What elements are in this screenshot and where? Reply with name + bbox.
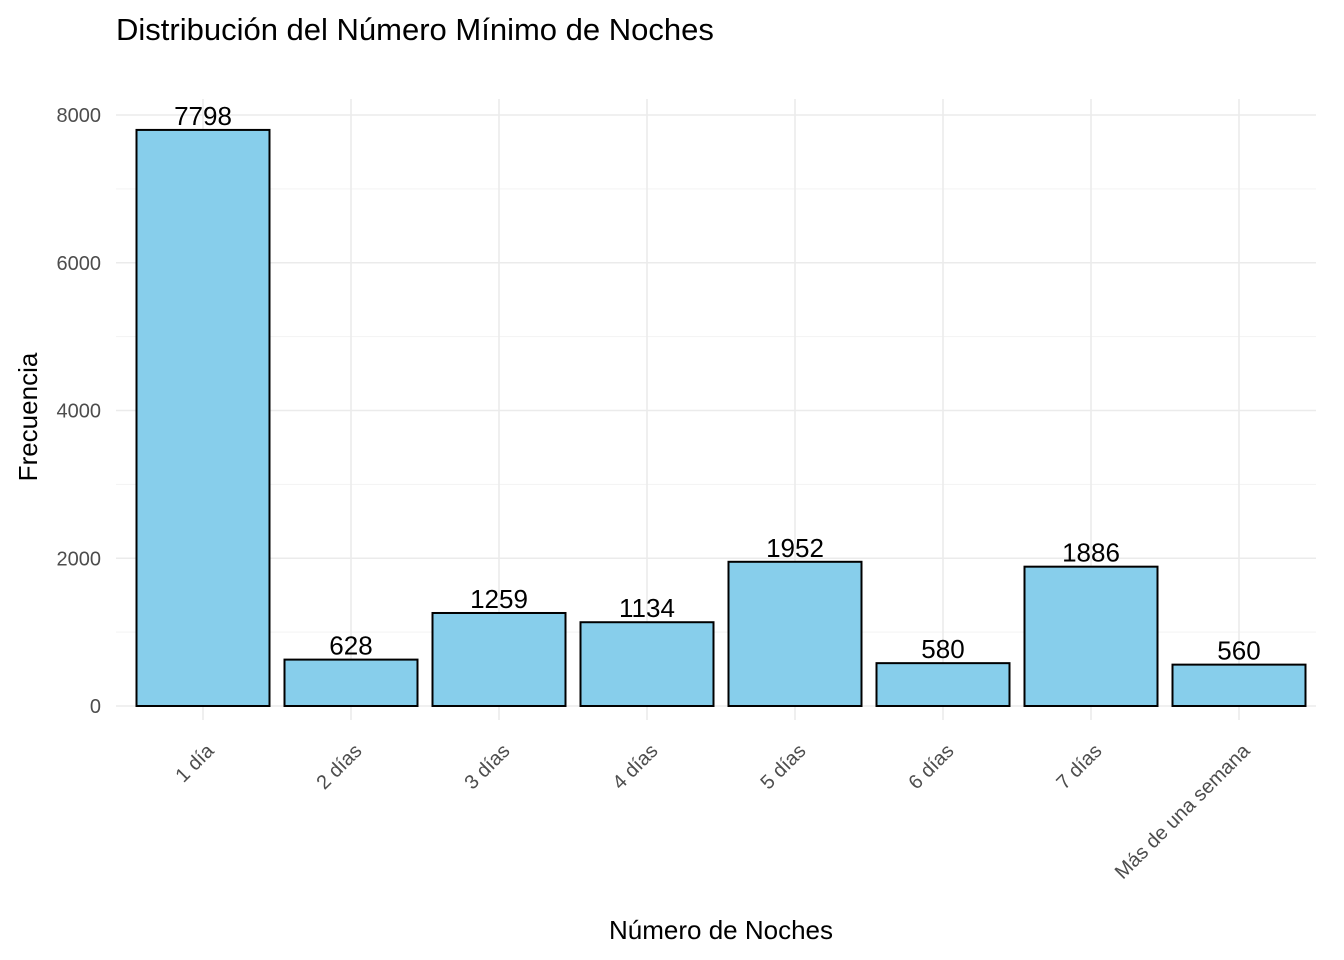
y-tick-label: 8000 [57,105,102,127]
data-label: 1259 [470,584,528,614]
x-tick-label: 3 días [460,740,514,794]
x-tick-label: 1 día [172,739,220,787]
x-tick-label: 4 días [608,740,662,794]
chart-title: Distribución del Número Mínimo de Noches [116,12,714,47]
bar [1171,663,1307,708]
y-axis-title: Frecuencia [13,352,43,481]
x-axis-title: Número de Noches [609,915,833,945]
y-tick-label: 6000 [57,253,102,275]
data-label: 1886 [1062,538,1120,568]
bars [135,128,1307,708]
x-tick-label: Más de una semana [1111,739,1255,883]
data-label: 1134 [619,593,675,623]
x-axis-ticks: 1 día 2 días 3 días 4 días 5 días 6 días 7 día… [172,739,1256,883]
y-tick-label: 0 [90,696,101,718]
data-label: 7798 [174,101,232,131]
data-label: 560 [1217,636,1260,666]
data-label: 1952 [766,533,824,563]
x-tick-label: 5 días [756,740,810,794]
bar [875,662,1011,708]
x-tick-label: 6 días [904,740,958,794]
bar [135,128,271,708]
y-tick-label: 2000 [57,548,102,570]
bar [727,560,863,708]
bar [283,658,419,708]
data-label: 628 [329,631,372,661]
x-tick-label: 7 días [1052,740,1106,794]
y-tick-label: 4000 [57,401,102,423]
bar [431,611,567,708]
bar [1023,565,1159,707]
data-label: 580 [921,634,964,664]
x-tick-label: 2 días [312,740,366,794]
data-labels: 7798 628 1259 1134 1952 580 1886 560 [174,101,1261,666]
bar [579,621,715,708]
y-axis-ticks: 0 2000 4000 6000 8000 [57,105,102,718]
